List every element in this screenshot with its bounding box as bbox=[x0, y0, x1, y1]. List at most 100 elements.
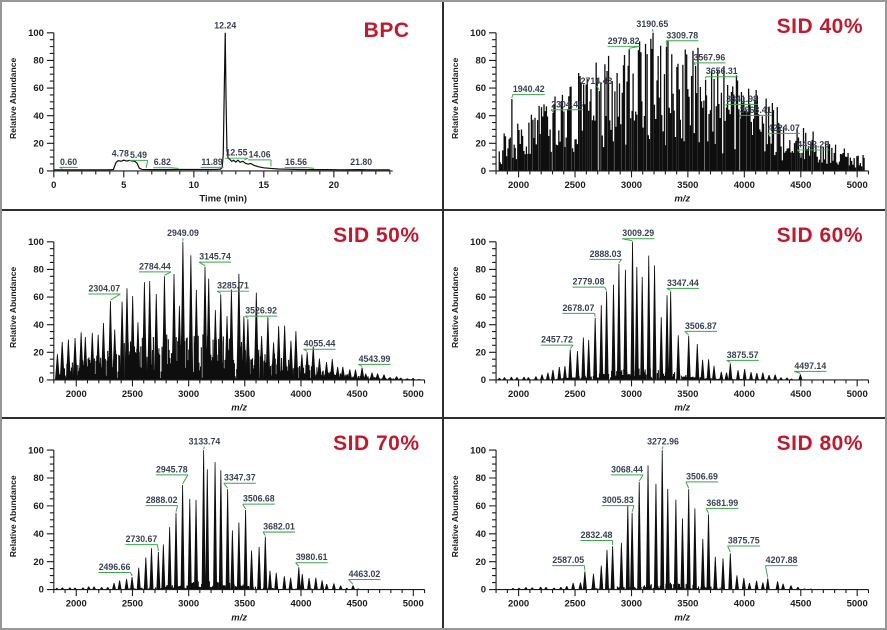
y-axis-tick-label: 40 bbox=[475, 111, 486, 122]
y-axis-tick-label: 60 bbox=[475, 292, 486, 303]
peak-label: 3968.41 bbox=[739, 105, 771, 115]
peak-label: 4224.07 bbox=[767, 123, 799, 133]
spectrum-peaks bbox=[496, 450, 813, 590]
peak-label: 11.89 bbox=[201, 157, 223, 167]
peak-label: 3005.83 bbox=[602, 495, 634, 505]
peak-label: 3309.78 bbox=[666, 30, 698, 40]
x-axis-tick-label: 4500 bbox=[790, 180, 811, 191]
x-axis-tick-label: 2500 bbox=[564, 180, 585, 191]
peak-label: 3567.96 bbox=[693, 52, 725, 62]
spectrum-peaks bbox=[55, 241, 422, 380]
x-axis-tick-label: 5000 bbox=[846, 180, 867, 191]
sid-60-chart: 2000 2500 3000 3500 4000 4500 5000 0 20 40 60 80 100… bbox=[449, 228, 869, 413]
x-axis-tick-label: 3000 bbox=[620, 599, 641, 610]
x-axis-tick-label: 3000 bbox=[620, 388, 641, 399]
y-axis-tick-label: 20 bbox=[475, 557, 486, 568]
peak-label: 4055.44 bbox=[304, 338, 336, 348]
peak-leader-line bbox=[358, 363, 391, 367]
peak-label: 2945.78 bbox=[156, 465, 188, 475]
peak-label: 2678.07 bbox=[562, 303, 594, 313]
peak-leader-line bbox=[216, 290, 250, 294]
x-axis-tick-label: 0 bbox=[51, 180, 56, 191]
peak-label: 3285.71 bbox=[217, 280, 249, 290]
sid-50-chart: 2000 2500 3000 3500 4000 4500 5000 0 20 40 60 80 100… bbox=[8, 228, 426, 413]
peak-label: 3009.29 bbox=[622, 228, 654, 238]
peak-label: 14.06 bbox=[249, 149, 271, 159]
peak-leader-line bbox=[540, 344, 574, 349]
peak-leader-line bbox=[793, 370, 826, 374]
bpc-chart: 0 5 10 15 20 0 20 40 60 80 100 Time (min) Relative A… bbox=[8, 21, 393, 205]
y-axis-title: Relative Abundance bbox=[8, 475, 18, 557]
peak-label: 2496.66 bbox=[99, 562, 131, 572]
spectrum-peaks bbox=[496, 241, 802, 380]
x-axis-tick-label: 4500 bbox=[347, 599, 368, 610]
peak-leader-line bbox=[683, 330, 717, 335]
peak-label: 12.24 bbox=[214, 21, 236, 31]
panel-title-sid-50: SID 50% bbox=[333, 223, 420, 247]
y-axis-tick-label: 20 bbox=[33, 138, 44, 149]
peak-label: 2304.07 bbox=[89, 283, 121, 293]
peak-label: 3980.61 bbox=[296, 553, 328, 563]
peak-leader-line bbox=[203, 446, 205, 450]
peak-label: 2714.43 bbox=[580, 76, 612, 86]
peak-label: 21.80 bbox=[350, 157, 372, 167]
y-axis-tick-label: 80 bbox=[33, 56, 44, 67]
peak-leader-line bbox=[571, 286, 607, 291]
x-axis-title: m/z bbox=[231, 613, 247, 624]
x-axis-tick-label: 20 bbox=[329, 180, 340, 191]
x-axis-tick-label: 3500 bbox=[234, 388, 255, 399]
peak-leader-line bbox=[561, 312, 596, 317]
peak-leader-line bbox=[198, 261, 232, 266]
y-axis-tick-label: 80 bbox=[475, 474, 486, 485]
y-axis-tick-label: 0 bbox=[480, 375, 485, 386]
peak-leader-line bbox=[692, 62, 726, 66]
y-axis-title: Relative Abundance bbox=[449, 266, 459, 347]
x-axis-tick-label: 3500 bbox=[677, 388, 698, 399]
peak-label: 2457.72 bbox=[541, 334, 573, 344]
x-axis-tick-label: 4000 bbox=[733, 180, 754, 191]
x-axis-tick-label: 3000 bbox=[178, 388, 199, 399]
panel-bpc: 0 5 10 15 20 0 20 40 60 80 100 Time (min) Relative A… bbox=[2, 2, 444, 211]
peak-leader-line bbox=[684, 481, 718, 489]
peak-leader-line bbox=[704, 76, 738, 79]
peak-label: 3190.65 bbox=[636, 19, 668, 29]
y-axis-tick-label: 60 bbox=[33, 292, 44, 303]
peak-label: 3526.92 bbox=[245, 305, 277, 315]
x-axis-tick-label: 10 bbox=[189, 180, 200, 191]
peak-leader-line bbox=[125, 544, 159, 552]
x-axis-tick-label: 4500 bbox=[790, 599, 811, 610]
panel-title-sid-40: SID 40% bbox=[776, 15, 863, 38]
peak-label: 2832.48 bbox=[580, 530, 612, 540]
peak-label: 16.56 bbox=[285, 157, 307, 167]
peak-leader-line bbox=[661, 446, 664, 450]
x-axis-tick-label: 2000 bbox=[508, 180, 529, 191]
sid-40-chart: 2000 2500 3000 3500 4000 4500 5000 0 20 40 60 80 100… bbox=[449, 19, 869, 205]
peak-label: 2587.05 bbox=[552, 555, 584, 565]
y-axis-tick-label: 0 bbox=[39, 585, 44, 596]
y-axis-tick-label: 100 bbox=[470, 28, 486, 39]
peak-leader-line bbox=[796, 149, 829, 153]
x-axis-title: m/z bbox=[674, 194, 690, 205]
panel-title-sid-60: SID 60% bbox=[776, 223, 863, 247]
x-axis-tick-label: 3500 bbox=[677, 180, 698, 191]
panel-sid-80: 2000 2500 3000 3500 4000 4500 5000 0 20 40 60 80 100… bbox=[443, 419, 885, 628]
sid-80-chart: 2000 2500 3000 3500 4000 4500 5000 0 20 40 60 80 100… bbox=[450, 437, 869, 624]
x-axis-tick-label: 5000 bbox=[846, 599, 867, 610]
peak-label: 3145.74 bbox=[199, 251, 231, 261]
peak-leader-line bbox=[348, 579, 381, 586]
y-axis-tick-label: 40 bbox=[475, 529, 486, 540]
peak-leader-line bbox=[295, 562, 328, 567]
peak-label: 2304.46 bbox=[551, 99, 583, 109]
panel-title-sid-70: SID 70% bbox=[333, 432, 420, 456]
y-axis-tick-label: 60 bbox=[475, 501, 486, 512]
peak-leader-line bbox=[766, 132, 800, 136]
y-axis-tick-label: 20 bbox=[475, 138, 486, 149]
y-axis-tick-label: 20 bbox=[33, 557, 44, 568]
y-axis-tick-label: 20 bbox=[475, 347, 486, 358]
spectrum-peaks bbox=[54, 450, 361, 590]
y-axis-tick-label: 100 bbox=[28, 446, 44, 457]
peak-leader-line bbox=[551, 565, 585, 571]
x-axis-tick-label: 4000 bbox=[290, 599, 311, 610]
axes bbox=[488, 240, 869, 387]
peak-label: 3272.96 bbox=[647, 437, 679, 447]
